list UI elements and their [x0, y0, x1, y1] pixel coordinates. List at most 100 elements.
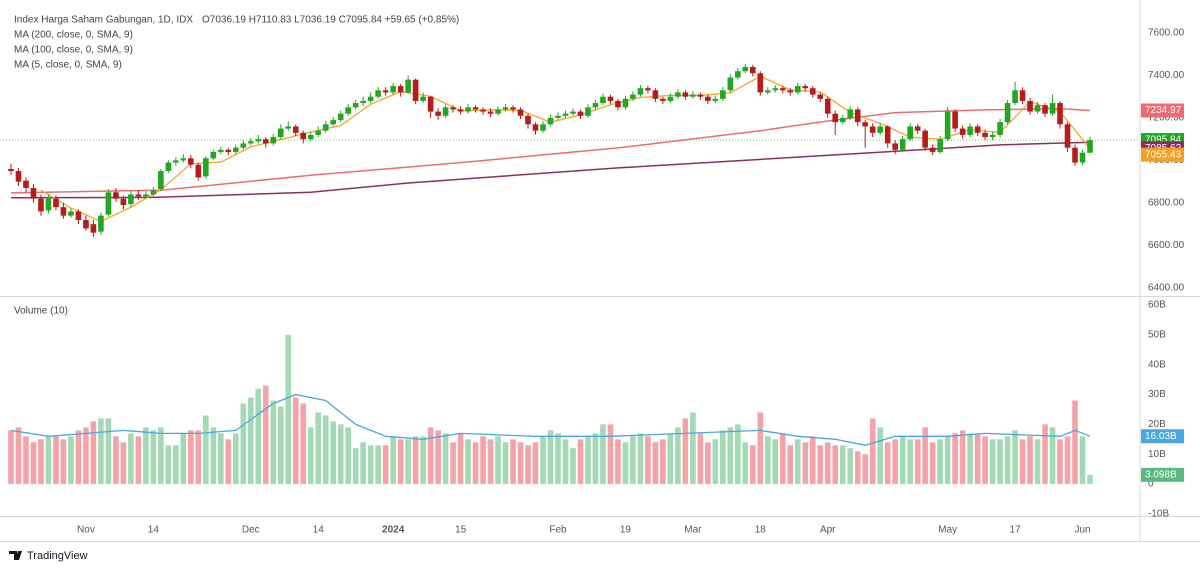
- candle-body: [652, 90, 659, 99]
- candle-body: [712, 98, 719, 101]
- candle-body: [907, 126, 913, 140]
- volume-bar: [427, 427, 434, 485]
- volume-bar: [862, 454, 869, 485]
- brand-logo: TradingView: [9, 550, 88, 562]
- candle-body: [660, 98, 666, 101]
- candle-body: [547, 117, 554, 125]
- close-last-label: 7095.84: [1145, 135, 1182, 146]
- x-tick-label: Dec: [242, 525, 260, 536]
- x-tick-label: 14: [148, 525, 160, 536]
- candle-body: [435, 111, 441, 116]
- volume-bar: [1049, 427, 1056, 485]
- volume-bar: [869, 418, 876, 485]
- volume-bar: [90, 421, 97, 485]
- candle-body: [862, 122, 869, 127]
- volume-bar: [247, 397, 254, 485]
- candle-body: [772, 88, 779, 91]
- volume-bar: [98, 418, 104, 485]
- ma-last-label-box: [1141, 103, 1184, 118]
- volume-bar: [330, 421, 337, 485]
- candle-body: [615, 100, 621, 108]
- candle-body: [390, 86, 396, 93]
- candle-body: [68, 211, 74, 216]
- volume-bar: [240, 403, 247, 485]
- volume-bar: [517, 442, 524, 485]
- volume-bar: [645, 436, 651, 485]
- ohlc-readout: O7036.19 H7110.83 L7036.19 C7095.84 +59.…: [202, 15, 459, 26]
- candle-body: [787, 90, 794, 93]
- volume-bar: [907, 439, 913, 485]
- volume-bar: [412, 436, 419, 485]
- volume-bar: [637, 433, 644, 485]
- volume-bar: [974, 433, 981, 485]
- volume-bar: [577, 439, 584, 485]
- volume-bar: [480, 436, 486, 485]
- volume-bar: [495, 436, 501, 485]
- volume-bar: [83, 427, 89, 485]
- candle-body: [892, 143, 898, 150]
- volume-bar: [959, 430, 966, 485]
- volume-bar: [600, 424, 606, 485]
- candle-body: [1087, 140, 1093, 153]
- candle-body: [450, 107, 456, 110]
- volume-bar: [1034, 439, 1041, 485]
- candle-body: [667, 96, 674, 101]
- candle-body: [225, 149, 232, 152]
- volume-bar: [682, 418, 689, 485]
- volume-bar: [705, 442, 711, 485]
- candle-body: [510, 107, 516, 110]
- candle-body: [23, 180, 29, 189]
- volume-bar: [525, 445, 531, 485]
- candle-body: [630, 94, 636, 99]
- volume-bar: [337, 424, 344, 485]
- candle-body: [735, 71, 741, 78]
- volume-bar: [555, 433, 561, 485]
- volume-bar: [472, 442, 479, 485]
- candle-body: [195, 164, 202, 178]
- volume-bar: [802, 442, 809, 485]
- candle-body: [75, 211, 82, 220]
- volume-bar: [158, 427, 164, 485]
- candle-body: [495, 109, 501, 114]
- candle-body: [83, 219, 89, 229]
- x-tick-label: May: [938, 525, 957, 536]
- candle-body: [779, 88, 786, 91]
- candle-body: [1072, 147, 1078, 163]
- candle-body: [150, 190, 157, 195]
- candle-body: [457, 109, 464, 112]
- ma-last-label: 7234.97: [1145, 105, 1182, 116]
- volume-bar: [165, 445, 172, 485]
- candle-body: [105, 192, 112, 215]
- candle-body: [720, 90, 726, 99]
- candle-body: [375, 90, 381, 97]
- volume-bar: [540, 436, 546, 485]
- legend-ma: MA (100, close, 0, SMA, 9): [14, 45, 133, 56]
- candle-body: [697, 94, 704, 97]
- x-tick-label: Nov: [77, 525, 95, 536]
- candle-body: [727, 77, 734, 91]
- volume-bar: [292, 397, 299, 485]
- y-tick-label: 6800.00: [1148, 198, 1185, 209]
- volume-bar: [794, 439, 801, 485]
- candle-body: [217, 149, 224, 152]
- volume-bar: [929, 442, 936, 485]
- candle-body: [45, 198, 52, 211]
- candle-body: [809, 88, 816, 95]
- candle-body: [1027, 100, 1033, 112]
- volume-bar: [1042, 424, 1048, 485]
- candle-body: [690, 94, 696, 97]
- volume-bar: [277, 406, 284, 485]
- candle-body: [847, 109, 854, 118]
- volume-bar: [382, 445, 389, 485]
- volume-bar: [952, 433, 958, 485]
- volume-bar: [1087, 474, 1093, 485]
- candle-body: [952, 111, 958, 129]
- candle-body: [877, 126, 884, 133]
- volume-bar: [180, 433, 187, 485]
- candle-body: [764, 90, 771, 93]
- volume-bar: [922, 427, 928, 485]
- volume-legend: Volume (10): [14, 306, 68, 317]
- ma-last-label-box: [1141, 147, 1184, 162]
- volume-bar: [8, 430, 14, 485]
- x-tick-label: Feb: [549, 525, 567, 536]
